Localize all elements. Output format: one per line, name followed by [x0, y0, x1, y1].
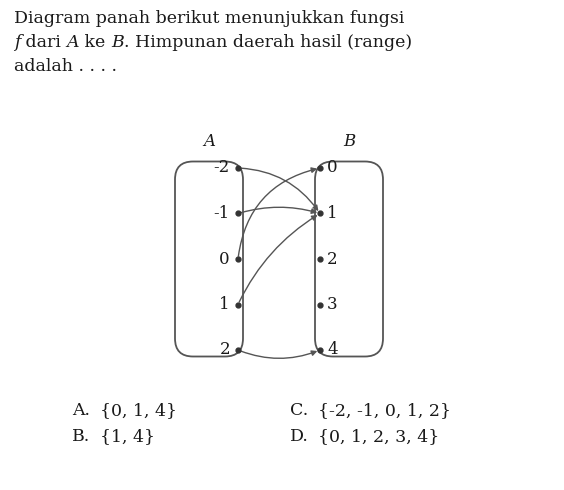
Text: A: A: [203, 133, 215, 150]
Text: {0, 1, 2, 3, 4}: {0, 1, 2, 3, 4}: [318, 428, 439, 445]
FancyBboxPatch shape: [175, 162, 243, 357]
Text: dari: dari: [20, 34, 67, 51]
FancyArrowPatch shape: [239, 168, 316, 256]
Text: C.: C.: [290, 402, 309, 419]
Text: D.: D.: [290, 428, 309, 445]
Text: Diagram panah berikut menunjukkan fungsi: Diagram panah berikut menunjukkan fungsi: [14, 10, 404, 27]
FancyArrowPatch shape: [241, 207, 316, 213]
Text: 4: 4: [327, 342, 338, 359]
Text: B.: B.: [72, 428, 90, 445]
Text: {0, 1, 4}: {0, 1, 4}: [100, 402, 177, 419]
Text: 3: 3: [327, 296, 338, 313]
Text: f: f: [14, 34, 20, 51]
Text: ke: ke: [80, 34, 111, 51]
Text: -1: -1: [214, 205, 230, 222]
Text: 0: 0: [327, 160, 338, 176]
Text: 1: 1: [327, 205, 338, 222]
Text: 0: 0: [219, 250, 230, 268]
Text: 1: 1: [219, 296, 230, 313]
FancyArrowPatch shape: [241, 351, 316, 358]
FancyArrowPatch shape: [241, 168, 318, 210]
Text: B: B: [111, 34, 124, 51]
Text: B: B: [343, 133, 355, 150]
Text: adalah . . . .: adalah . . . .: [14, 58, 117, 75]
FancyArrowPatch shape: [239, 216, 316, 302]
Text: 2: 2: [219, 342, 230, 359]
Text: -2: -2: [214, 160, 230, 176]
Text: 2: 2: [327, 250, 338, 268]
Text: {1, 4}: {1, 4}: [100, 428, 155, 445]
Text: A.: A.: [72, 402, 90, 419]
Text: A: A: [67, 34, 80, 51]
Text: {-2, -1, 0, 1, 2}: {-2, -1, 0, 1, 2}: [318, 402, 451, 419]
FancyBboxPatch shape: [315, 162, 383, 357]
Text: . Himpunan daerah hasil (range): . Himpunan daerah hasil (range): [124, 34, 412, 51]
